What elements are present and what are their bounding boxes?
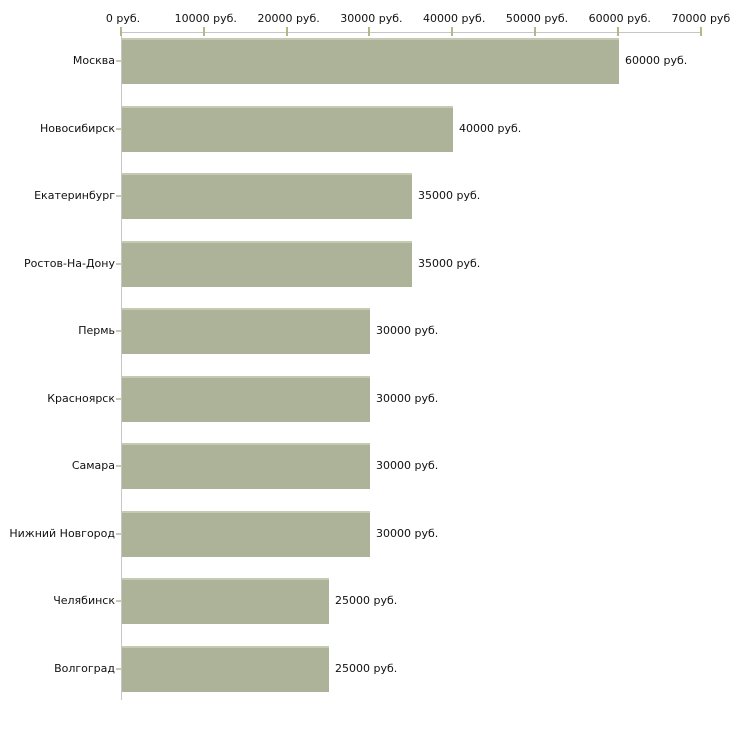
x-tick-mark [202,27,205,36]
category-label: Челябинск [53,594,115,607]
category-label: Пермь [78,324,115,337]
value-label: 30000 руб. [376,391,439,405]
category-tick-mark [116,262,121,265]
category-label: Екатеринбург [34,189,115,202]
x-tick-label: 10000 руб. [174,12,237,25]
category-label: Ростов-На-Дону [23,256,115,270]
category-tick-mark [116,465,121,467]
category-tick-mark [116,600,121,602]
y-axis-line [121,32,122,700]
x-tick-label: 60000 руб. [588,12,651,25]
value-label: 25000 руб. [335,661,398,675]
x-tick-mark [699,27,702,36]
value-label: 30000 руб. [376,324,439,337]
x-tick-label: 70000 руб. [671,12,730,25]
x-tick-mark [368,27,371,36]
x-tick-label: 50000 руб. [505,12,569,25]
category-label: Красноярск [47,391,115,405]
category-tick-mark [116,330,121,332]
x-axis-line [121,32,702,33]
x-tick-mark [451,27,454,36]
category-label: Москва [72,54,115,67]
value-label: 30000 руб. [376,526,439,540]
category-tick-mark [116,532,121,535]
category-label: Нижний Новгород [9,526,115,540]
bar [122,173,412,219]
category-tick-mark [116,127,121,130]
bar [122,510,370,557]
x-tick-mark [616,27,619,36]
category-label: Волгоград [54,661,115,675]
category-tick-mark [116,397,121,400]
value-label: 60000 руб. [625,54,688,67]
bar [122,443,370,489]
category-label: Новосибирск [39,121,115,135]
x-tick-label: 0 руб. [105,12,141,25]
x-tick-mark [534,27,536,36]
bar [122,375,370,422]
value-label: 35000 руб. [418,189,481,202]
x-tick-label: 20000 руб. [257,12,320,25]
value-label: 40000 руб. [459,121,522,135]
x-tick-mark [120,27,122,36]
value-label: 30000 руб. [376,459,439,472]
value-label: 25000 руб. [335,594,398,607]
category-tick-mark [116,195,121,197]
bar [122,578,329,624]
bar [122,38,619,84]
bar [122,308,370,354]
category-label: Самара [71,459,115,472]
category-tick-mark [116,667,121,670]
category-tick-mark [116,60,121,62]
x-tick-mark [285,27,288,36]
x-tick-label: 40000 руб. [423,12,486,25]
bar [122,105,453,152]
bar [122,240,412,287]
x-tick-label: 30000 руб. [340,12,403,25]
bar [122,645,329,692]
value-label: 35000 руб. [418,256,481,270]
